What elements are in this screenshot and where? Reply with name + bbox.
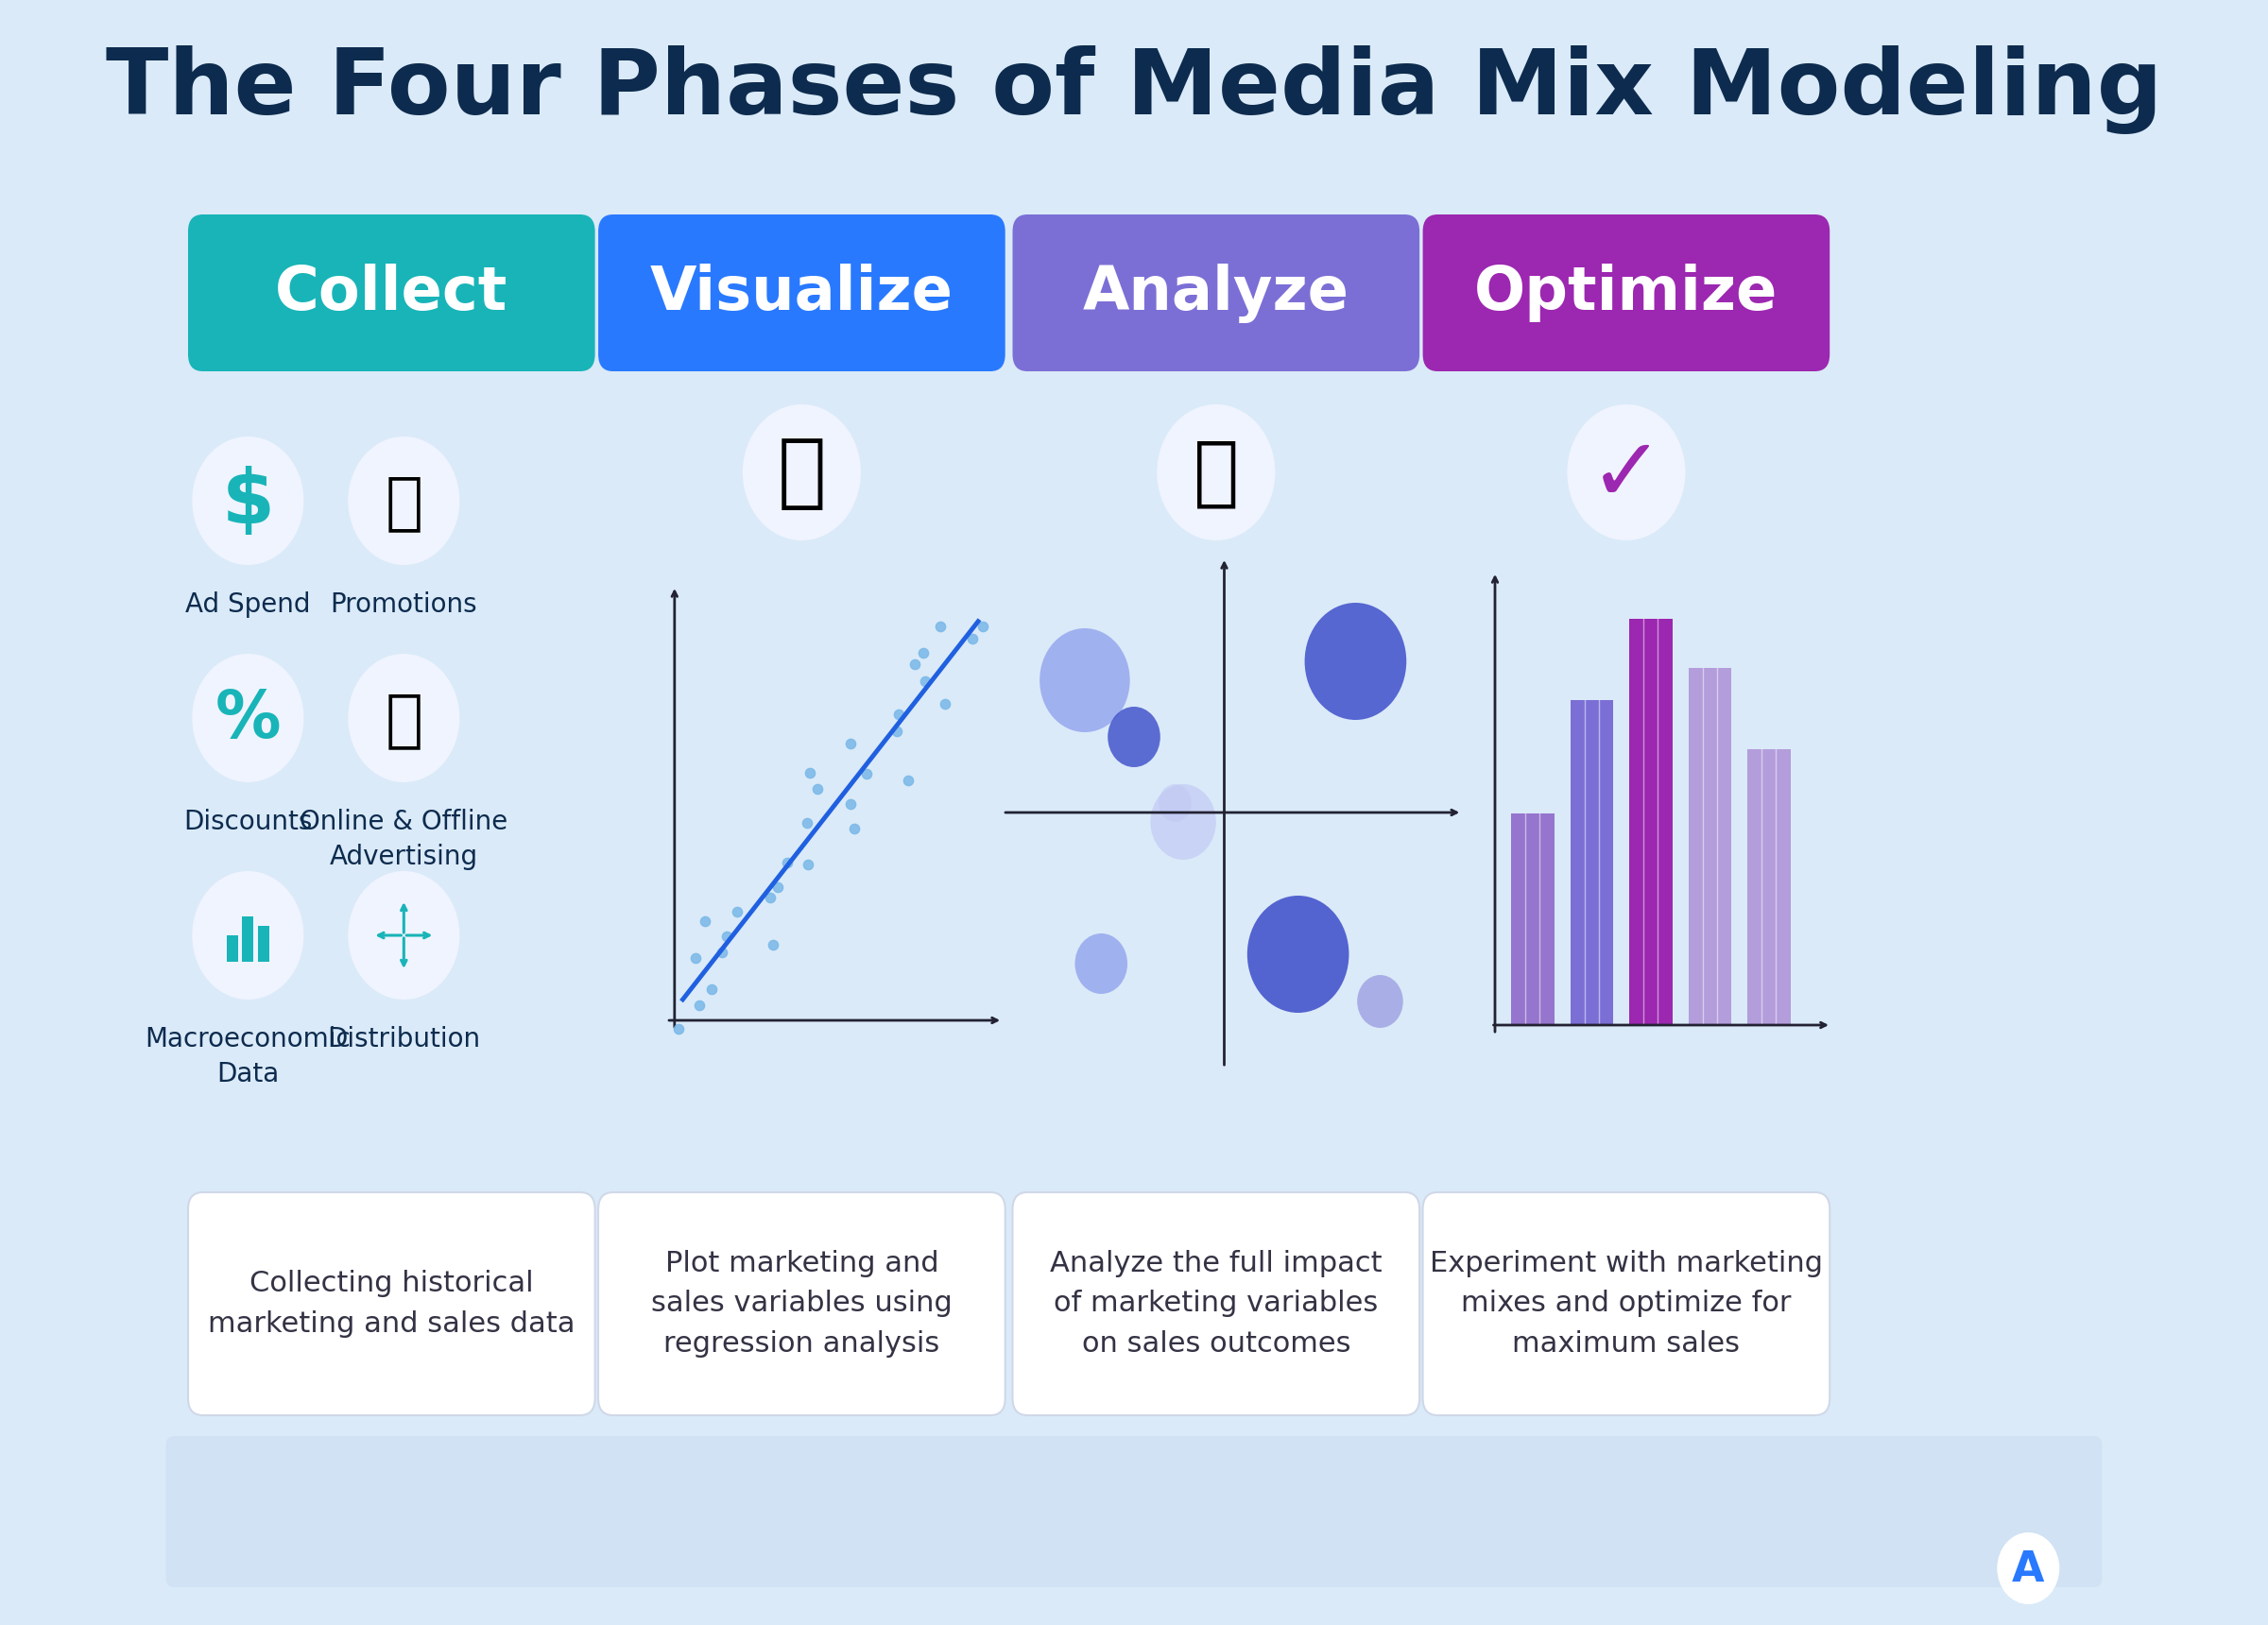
Point	[832, 730, 869, 756]
Bar	[1628, 619, 1672, 1025]
Text: Visualize: Visualize	[651, 263, 953, 322]
Point	[928, 691, 964, 717]
Text: Collect: Collect	[274, 263, 508, 322]
Point	[955, 626, 991, 652]
Point	[905, 640, 941, 666]
Circle shape	[347, 437, 460, 566]
Text: Analyze the full impact
of marketing variables
on sales outcomes: Analyze the full impact of marketing var…	[1050, 1250, 1381, 1358]
Point	[753, 884, 789, 910]
Point	[789, 809, 826, 835]
Point	[837, 816, 873, 842]
Point	[719, 899, 755, 925]
Point	[878, 718, 914, 744]
Point	[755, 933, 792, 959]
Circle shape	[1567, 405, 1685, 541]
FancyBboxPatch shape	[1012, 1193, 1420, 1415]
Text: Distribution: Distribution	[327, 1025, 481, 1053]
Text: Online & Offline
Advertising: Online & Offline Advertising	[299, 809, 508, 869]
Point	[880, 702, 916, 728]
Point	[680, 991, 717, 1017]
Text: %: %	[215, 689, 281, 751]
Text: Discounts: Discounts	[184, 809, 313, 835]
FancyBboxPatch shape	[599, 215, 1005, 371]
Point	[896, 650, 932, 676]
Point	[678, 946, 714, 972]
Text: The Four Phases of Media Mix Modeling: The Four Phases of Media Mix Modeling	[107, 46, 2161, 135]
Bar	[227, 936, 238, 962]
Point	[760, 874, 796, 900]
Text: 👁: 👁	[778, 436, 826, 514]
Bar	[1749, 749, 1789, 1025]
Point	[848, 760, 885, 786]
Text: Collecting historical
marketing and sales data: Collecting historical marketing and sale…	[209, 1269, 576, 1337]
Text: Plot marketing and
sales variables using
regression analysis: Plot marketing and sales variables using…	[651, 1250, 953, 1358]
Point	[789, 852, 826, 878]
Point	[964, 613, 1000, 639]
Point	[907, 668, 943, 694]
Point	[889, 767, 925, 793]
Point	[694, 977, 730, 1003]
Circle shape	[1107, 707, 1161, 767]
Text: Ad Spend: Ad Spend	[186, 591, 311, 617]
Circle shape	[1356, 975, 1404, 1029]
Circle shape	[742, 405, 862, 541]
Bar	[1690, 668, 1730, 1025]
Point	[660, 1016, 696, 1042]
Text: ✓: ✓	[1590, 432, 1665, 520]
Circle shape	[1150, 785, 1216, 860]
Bar	[1510, 814, 1554, 1025]
Text: Optimize: Optimize	[1474, 263, 1778, 322]
Text: A: A	[2012, 1550, 2043, 1591]
Circle shape	[1304, 603, 1406, 720]
Circle shape	[193, 437, 304, 566]
Text: $: $	[222, 466, 274, 540]
Point	[923, 613, 959, 639]
Bar	[243, 916, 254, 962]
FancyBboxPatch shape	[188, 215, 594, 371]
FancyBboxPatch shape	[599, 1193, 1005, 1415]
Point	[769, 850, 805, 876]
Text: Promotions: Promotions	[331, 591, 476, 617]
Circle shape	[1998, 1532, 2059, 1604]
Circle shape	[193, 871, 304, 999]
Point	[687, 908, 723, 934]
Circle shape	[1159, 785, 1191, 822]
Point	[798, 775, 835, 801]
Point	[832, 791, 869, 817]
Text: 🏪: 🏪	[386, 689, 422, 751]
FancyBboxPatch shape	[1422, 215, 1830, 371]
Point	[703, 939, 739, 965]
Bar	[259, 926, 270, 962]
Circle shape	[347, 871, 460, 999]
FancyBboxPatch shape	[188, 1193, 594, 1415]
Circle shape	[193, 653, 304, 782]
Circle shape	[347, 653, 460, 782]
Text: 📢: 📢	[386, 471, 422, 533]
Text: Macroeconomic
Data: Macroeconomic Data	[145, 1025, 352, 1087]
FancyBboxPatch shape	[166, 1436, 2102, 1588]
Text: 🔍: 🔍	[1193, 437, 1238, 512]
Circle shape	[1247, 895, 1349, 1012]
Text: Experiment with marketing
mixes and optimize for
maximum sales: Experiment with marketing mixes and opti…	[1429, 1250, 1823, 1358]
Point	[792, 760, 828, 786]
Bar	[1569, 700, 1613, 1025]
Circle shape	[1075, 933, 1127, 995]
FancyBboxPatch shape	[1012, 215, 1420, 371]
FancyBboxPatch shape	[1422, 1193, 1830, 1415]
Point	[710, 923, 746, 949]
Circle shape	[1039, 629, 1129, 733]
Text: Analyze: Analyze	[1082, 263, 1349, 323]
Circle shape	[1157, 405, 1275, 541]
